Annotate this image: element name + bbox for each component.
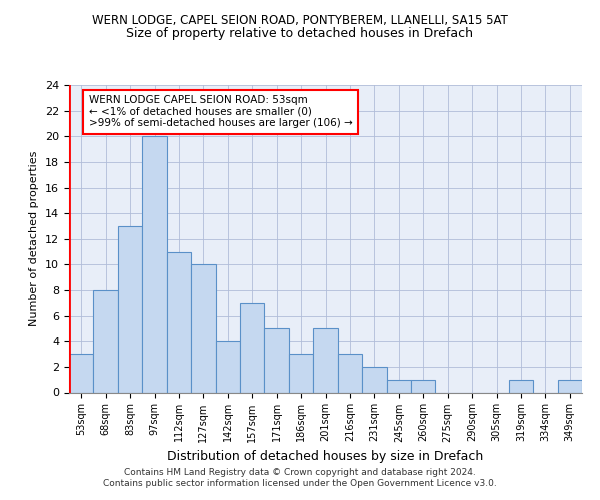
Text: Contains HM Land Registry data © Crown copyright and database right 2024.
Contai: Contains HM Land Registry data © Crown c…	[103, 468, 497, 487]
Bar	[240, 303, 265, 392]
Bar	[362, 367, 386, 392]
Text: WERN LODGE, CAPEL SEION ROAD, PONTYBEREM, LLANELLI, SA15 5AT: WERN LODGE, CAPEL SEION ROAD, PONTYBEREM…	[92, 14, 508, 27]
Bar	[215, 341, 240, 392]
Bar	[509, 380, 533, 392]
Bar	[338, 354, 362, 393]
Bar	[289, 354, 313, 393]
Y-axis label: Number of detached properties: Number of detached properties	[29, 151, 40, 326]
Bar	[557, 380, 582, 392]
Text: WERN LODGE CAPEL SEION ROAD: 53sqm
← <1% of detached houses are smaller (0)
>99%: WERN LODGE CAPEL SEION ROAD: 53sqm ← <1%…	[89, 95, 352, 128]
Bar	[386, 380, 411, 392]
Text: Size of property relative to detached houses in Drefach: Size of property relative to detached ho…	[127, 28, 473, 40]
Bar	[69, 354, 94, 393]
Bar	[265, 328, 289, 392]
Bar	[118, 226, 142, 392]
Bar	[191, 264, 215, 392]
Bar	[142, 136, 167, 392]
Bar	[167, 252, 191, 392]
Bar	[313, 328, 338, 392]
Bar	[94, 290, 118, 392]
X-axis label: Distribution of detached houses by size in Drefach: Distribution of detached houses by size …	[167, 450, 484, 463]
Bar	[411, 380, 436, 392]
